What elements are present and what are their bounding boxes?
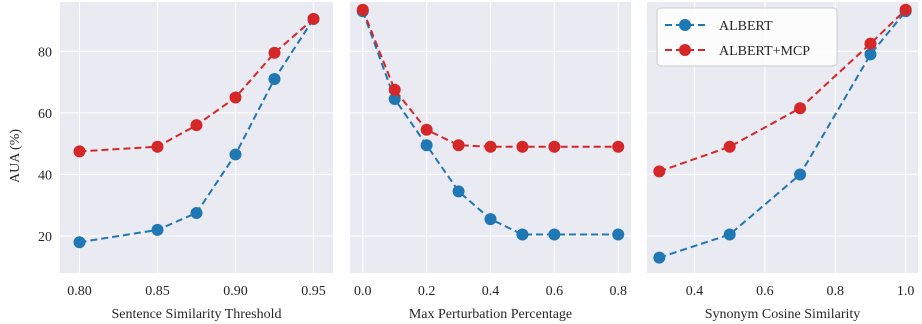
x-tick-label: 0.6 <box>756 284 774 299</box>
chart-panel-1: 20 40 60 80 0.80 0.85 0.90 0.95 Sentence Similar… <box>38 2 333 322</box>
data-point <box>420 139 433 152</box>
legend-box <box>656 7 838 67</box>
x-tick-label: 0.0 <box>354 284 372 299</box>
data-point <box>612 140 625 153</box>
x-tick-label: 1.0 <box>897 284 915 299</box>
data-point <box>388 93 401 106</box>
data-point <box>151 140 164 153</box>
x-tick-label: 0.90 <box>223 284 248 299</box>
data-point <box>612 228 625 241</box>
data-point <box>653 165 666 178</box>
data-point <box>229 91 242 104</box>
data-point <box>484 140 497 153</box>
x-tick-label: 0.8 <box>609 284 627 299</box>
data-point <box>548 228 561 241</box>
x-axis-label: Sentence Similarity Threshold <box>111 307 281 322</box>
data-point <box>548 140 561 153</box>
data-point <box>864 37 877 50</box>
data-point <box>307 12 320 25</box>
data-point <box>452 139 465 152</box>
data-point <box>356 3 369 16</box>
data-point <box>73 236 86 249</box>
x-tick-label: 0.6 <box>546 284 564 299</box>
x-tick-label: 0.85 <box>145 284 170 299</box>
legend-marker <box>679 44 691 56</box>
y-tick-label: 80 <box>38 45 52 60</box>
legend-label: ALBERT+MCP <box>719 44 810 59</box>
data-point <box>452 185 465 198</box>
data-point <box>723 140 736 153</box>
data-point <box>516 228 529 241</box>
x-tick-label: 0.4 <box>686 284 704 299</box>
data-point <box>653 251 666 264</box>
y-axis-label: AUA (%) <box>8 129 23 183</box>
x-tick-label: 0.4 <box>482 284 500 299</box>
y-tick-label: 60 <box>38 107 52 122</box>
x-tick-label: 0.8 <box>827 284 845 299</box>
data-point <box>73 145 86 158</box>
x-tick-label: 0.2 <box>418 284 436 299</box>
data-point <box>516 140 529 153</box>
x-tick-label: 0.95 <box>301 284 326 299</box>
data-point <box>723 228 736 241</box>
data-point <box>151 223 164 236</box>
data-point <box>484 213 497 226</box>
data-point <box>794 102 807 115</box>
data-point <box>388 83 401 96</box>
data-point <box>864 48 877 61</box>
data-point <box>190 119 203 132</box>
legend: ALBERT ALBERT+MCP <box>656 7 838 67</box>
plot-area <box>60 2 333 273</box>
x-tick-label: 0.80 <box>67 284 92 299</box>
data-point <box>420 123 433 136</box>
x-axis-label: Max Perturbation Percentage <box>409 307 572 322</box>
series-line-1 <box>79 18 315 244</box>
y-tick-label: 40 <box>38 168 52 183</box>
x-axis-label: Synonym Cosine Similarity <box>705 307 861 322</box>
legend-label: ALBERT <box>719 19 773 34</box>
legend-marker <box>679 19 691 31</box>
data-point <box>268 72 281 85</box>
data-point <box>794 168 807 181</box>
series-line-2 <box>361 9 619 148</box>
data-point <box>190 206 203 219</box>
chart-panel-2: 0.0 0.2 0.4 0.6 0.8 Max Perturbation Percenta… <box>350 2 631 322</box>
series-line-2 <box>79 18 315 153</box>
data-point <box>899 3 912 16</box>
chart-panel-3: 0.4 0.6 0.8 1.0 Synonym Cosine Similarity ALB… <box>647 2 918 322</box>
data-point <box>268 46 281 59</box>
data-point <box>229 148 242 161</box>
y-tick-label: 20 <box>38 230 52 245</box>
